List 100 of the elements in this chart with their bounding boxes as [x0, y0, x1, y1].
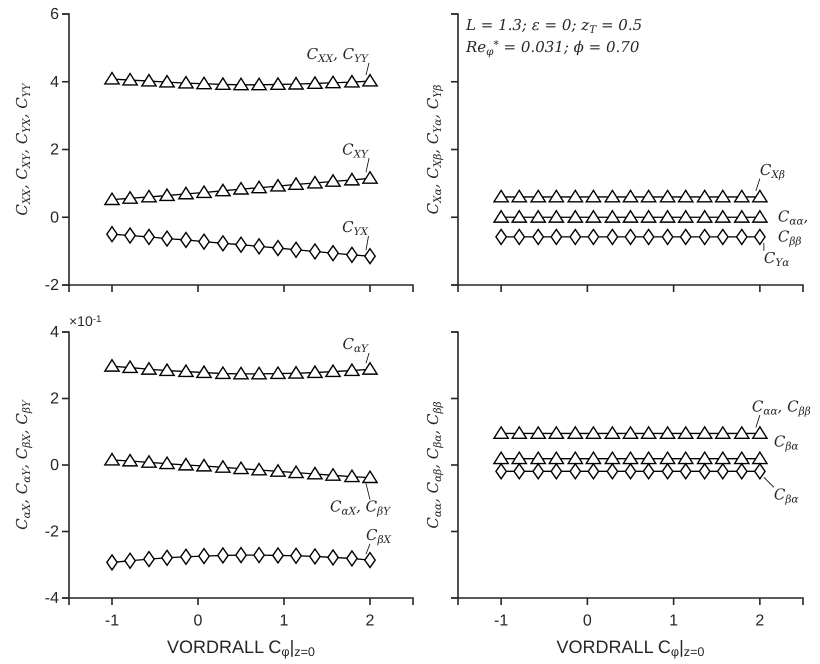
annotation: L = 1.3; ε = 0; z$_{T}$ = 0.5 — [465, 16, 642, 36]
x-tick-label: -1 — [494, 612, 508, 630]
point — [233, 366, 249, 380]
point — [362, 74, 378, 87]
point — [161, 550, 173, 566]
point — [178, 76, 194, 89]
point — [270, 178, 286, 192]
point — [104, 72, 120, 85]
legend-label: C$_{Yα}$ — [764, 248, 790, 269]
point — [270, 77, 286, 90]
point — [106, 226, 118, 242]
series-label: C$_{XY}$ — [342, 140, 370, 160]
point — [325, 364, 341, 378]
point — [344, 172, 360, 186]
point — [141, 74, 157, 87]
point — [180, 548, 192, 565]
x-tick-label: 0 — [582, 612, 592, 630]
point — [161, 230, 173, 247]
point — [344, 469, 360, 482]
x-axis-title: VORDRALL C$_{φ}$|$_{z=0}$ — [167, 637, 315, 660]
point — [346, 550, 358, 567]
point — [198, 548, 210, 564]
point — [141, 362, 157, 375]
point — [196, 76, 212, 90]
x-tick-label: 1 — [280, 612, 289, 630]
point — [104, 452, 120, 466]
point — [325, 468, 341, 481]
point — [141, 455, 157, 468]
point — [217, 547, 229, 564]
point — [307, 76, 323, 90]
point — [309, 548, 321, 565]
point — [327, 244, 339, 262]
y-tick-label: 2 — [50, 390, 60, 408]
point — [344, 74, 360, 88]
point — [307, 365, 323, 378]
point — [290, 242, 302, 258]
y-tick-label: 4 — [50, 324, 60, 342]
point — [141, 190, 157, 202]
point — [362, 171, 378, 184]
point — [215, 460, 231, 473]
y-tick-label: 4 — [50, 74, 60, 91]
y-tick-label: -4 — [44, 590, 60, 608]
point — [178, 186, 194, 200]
point — [178, 458, 194, 471]
x-tick-label: 0 — [194, 612, 203, 630]
point — [143, 550, 155, 568]
point — [233, 182, 249, 195]
point — [215, 366, 231, 380]
point — [251, 78, 267, 90]
series-label: C$_{YX}$ — [342, 218, 369, 238]
point — [362, 362, 378, 375]
point — [307, 466, 323, 480]
point — [309, 243, 321, 260]
y-tick-label: -2 — [44, 277, 60, 294]
point — [104, 359, 120, 372]
point — [307, 176, 323, 189]
point — [122, 191, 138, 204]
point — [325, 174, 341, 187]
point — [104, 192, 120, 206]
point — [270, 366, 286, 380]
point — [344, 363, 360, 376]
point — [288, 465, 304, 478]
series-label: C$_{βα}$ — [774, 432, 799, 452]
point — [235, 546, 247, 564]
point — [233, 461, 249, 474]
point — [346, 246, 358, 264]
point — [235, 236, 247, 253]
point — [196, 458, 212, 472]
point — [215, 77, 231, 90]
point — [196, 365, 212, 378]
point — [253, 546, 265, 564]
point — [122, 360, 138, 374]
point — [251, 462, 267, 476]
y-tick-label: 6 — [50, 6, 60, 24]
point — [233, 78, 249, 90]
point — [198, 233, 210, 250]
point — [325, 76, 341, 88]
point — [143, 228, 155, 246]
y-tick-label: 0 — [50, 209, 60, 226]
point — [362, 470, 378, 484]
x-tick-label: -1 — [104, 612, 120, 630]
point — [288, 177, 304, 190]
point — [290, 548, 302, 564]
point — [122, 72, 138, 86]
point — [327, 549, 339, 566]
point — [288, 76, 304, 90]
point — [364, 248, 376, 264]
x-axis-title: VORDRALL C$_{φ}$|$_{z=0}$ — [556, 637, 704, 660]
series-label: C$_{αα}$, C$_{ββ}$ — [778, 207, 808, 247]
point — [251, 180, 267, 194]
x-tick-label: 1 — [669, 612, 678, 630]
legend-label: C$_{αX}$, C$_{βY}$ — [330, 498, 392, 518]
series-label: C$_{βX}$ — [366, 526, 392, 546]
series-label: C$_{Xβ}$ — [760, 160, 785, 181]
text: ×10$^{-1}$ — [69, 313, 102, 329]
point — [272, 240, 284, 256]
x-tick-label: 2 — [755, 612, 764, 630]
point — [180, 232, 192, 248]
point — [124, 227, 136, 244]
point — [122, 454, 138, 467]
